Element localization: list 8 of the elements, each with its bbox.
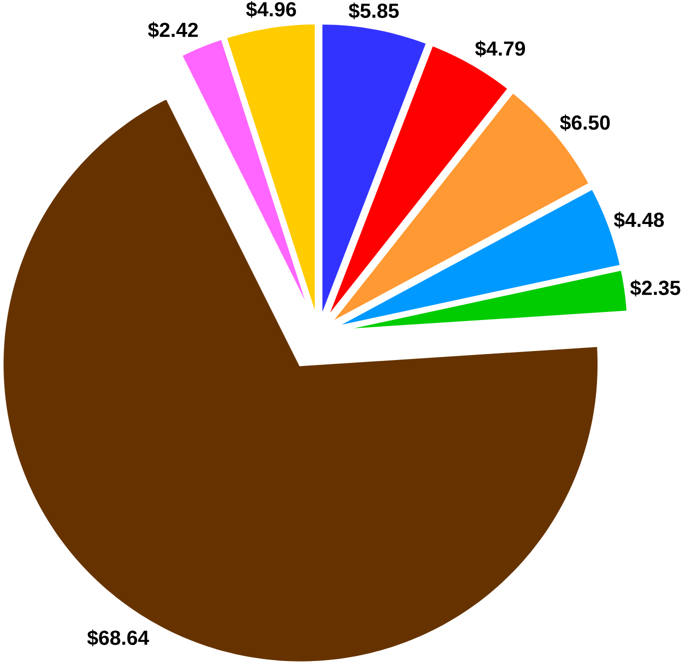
data-label: $5.85	[348, 2, 399, 20]
data-label: $4.79	[475, 40, 526, 58]
data-label: $4.96	[246, 1, 296, 18]
data-label: $2.35	[630, 280, 680, 296]
data-label: $2.42	[148, 22, 198, 38]
data-label: $4.48	[614, 212, 664, 228]
data-label: $6.50	[560, 114, 610, 132]
data-label: $68.64	[87, 630, 150, 646]
